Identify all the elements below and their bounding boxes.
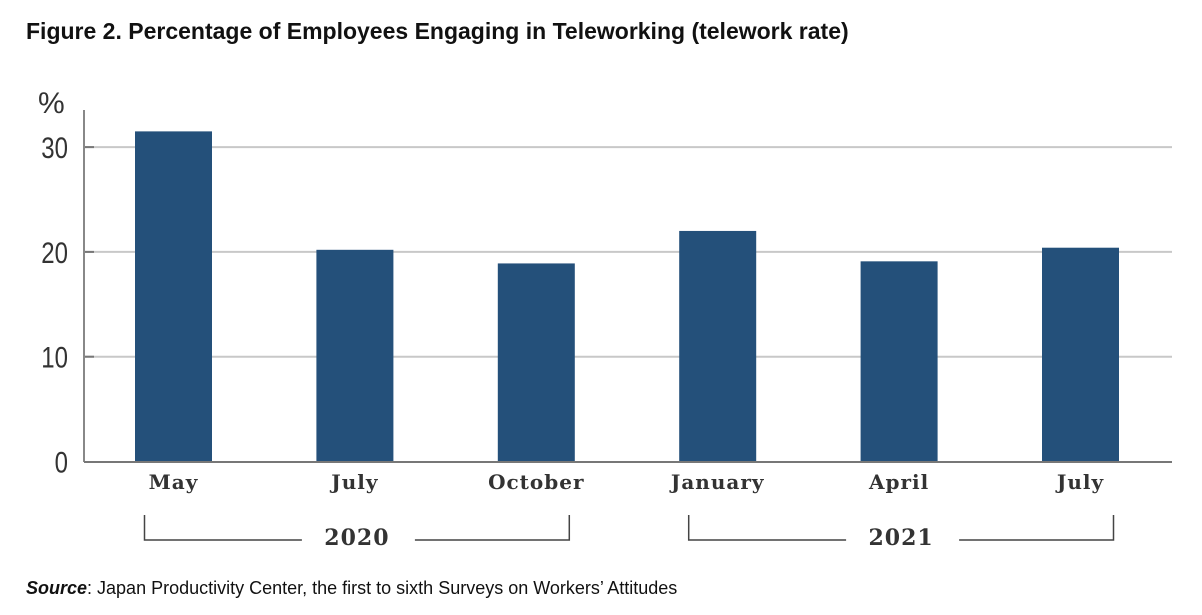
source-label: Source — [26, 578, 88, 598]
x-tick-label: October — [488, 470, 584, 494]
bar-july — [316, 249, 394, 462]
bar-january — [679, 230, 757, 462]
x-tick-label: April — [868, 470, 929, 494]
year-label: 2020 — [324, 525, 389, 551]
x-tick-label: January — [669, 470, 765, 494]
x-tick-label: May — [149, 470, 199, 494]
year-label: 2021 — [868, 525, 933, 551]
x-tick-label: July — [329, 470, 379, 494]
y-tick-label: 20 — [41, 235, 68, 269]
bar-october — [497, 263, 575, 462]
source-note: Source: Japan Productivity Center, the f… — [26, 578, 677, 599]
bar-may — [135, 131, 212, 462]
x-tick-label: July — [1055, 470, 1105, 494]
y-tick-label: 10 — [41, 340, 68, 374]
y-tick-label: 30 — [41, 130, 68, 164]
source-text: : Japan Productivity Center, the first t… — [87, 578, 678, 598]
y-axis-unit: % — [38, 87, 65, 120]
year-bracket-2021 — [687, 515, 1115, 541]
y-tick-label: 0 — [55, 445, 68, 479]
chart-title: Figure 2. Percentage of Employees Engagi… — [26, 18, 849, 44]
bar-july — [1042, 247, 1119, 462]
bar-april — [860, 261, 938, 462]
year-bracket-2020 — [143, 515, 571, 541]
